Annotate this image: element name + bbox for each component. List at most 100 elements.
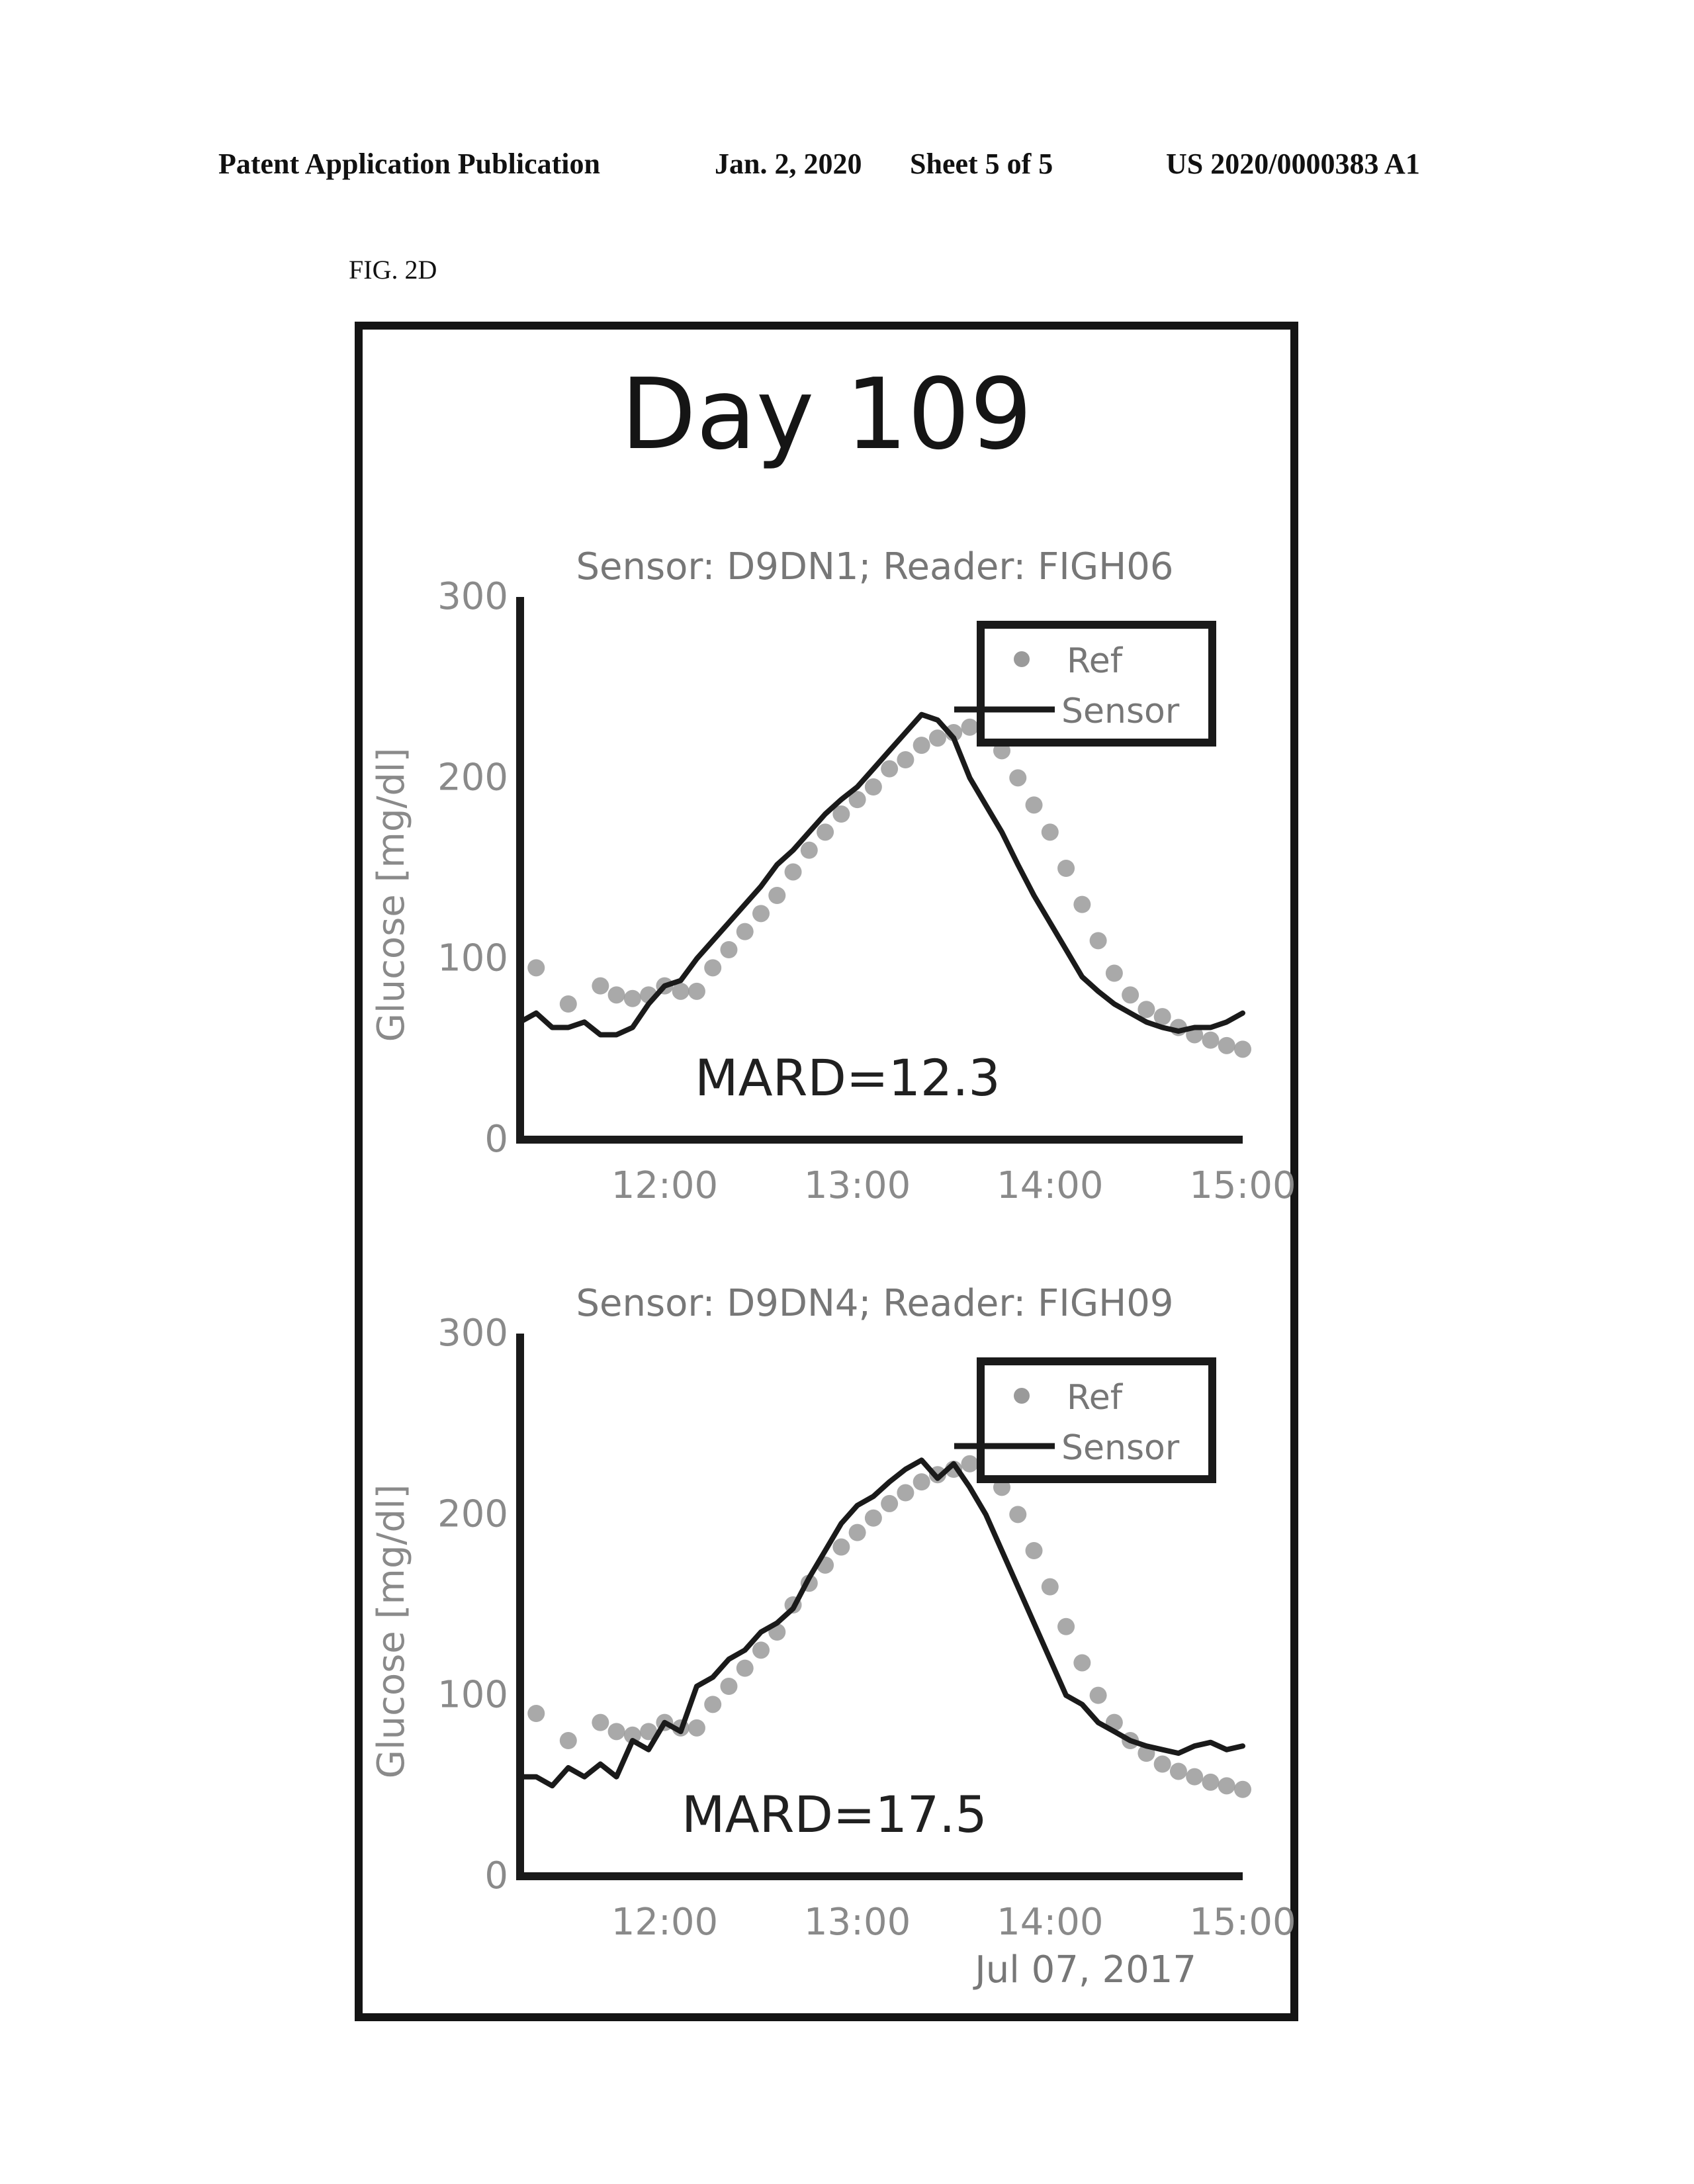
legend-ref-label-2: Ref: [1067, 1378, 1124, 1418]
ref-point-2: [832, 1538, 850, 1556]
ref-point-2: [607, 1723, 625, 1741]
y-tick-label-1: 300: [437, 575, 508, 618]
ref-point-1: [928, 729, 946, 747]
ref-point-2: [640, 1723, 658, 1741]
ref-point-1: [592, 977, 609, 995]
ref-point-1: [1057, 860, 1075, 877]
ref-point-2: [1025, 1542, 1043, 1559]
y-tick-label-2: 100: [437, 1674, 508, 1717]
header-sheet: Sheet 5 of 5: [910, 148, 1053, 180]
ref-point-2: [736, 1659, 754, 1677]
ref-point-1: [1153, 1008, 1171, 1026]
ref-point-1: [559, 995, 577, 1013]
ref-point-1: [704, 959, 722, 977]
x-tick-label-1: 15:00: [1189, 1164, 1296, 1207]
ref-point-2: [1186, 1768, 1204, 1786]
legend-ref-marker-1: [1014, 651, 1030, 667]
figure-frame: [355, 322, 1298, 2021]
figure-title: Day 109: [621, 357, 1032, 471]
ref-point-2: [1009, 1506, 1027, 1524]
ref-point-1: [800, 841, 818, 859]
ref-point-2: [1202, 1773, 1220, 1791]
ref-point-1: [1089, 932, 1107, 950]
subplot-title-1: Sensor: D9DN1; Reader: FIGH06: [576, 545, 1173, 588]
ref-point-2: [559, 1732, 577, 1749]
ref-point-2: [1057, 1617, 1075, 1635]
ref-point-1: [1073, 895, 1091, 913]
ref-point-1: [864, 778, 882, 796]
ref-point-1: [720, 941, 738, 958]
legend-box-2: [977, 1357, 1216, 1483]
ref-point-2: [704, 1696, 722, 1713]
header-publication: Patent Application Publication: [218, 148, 600, 180]
y-tick-label-1: 100: [437, 937, 508, 980]
ref-point-1: [736, 923, 754, 940]
legend-ref-marker-2: [1014, 1388, 1030, 1404]
subplot-title-2: Sensor: D9DN4; Reader: FIGH09: [576, 1282, 1173, 1325]
ref-point-1: [1025, 796, 1043, 814]
ref-point-1: [768, 887, 786, 904]
y-axis-label-2: Glucose [mg/dl]: [370, 1484, 413, 1779]
x-tick-label-1: 12:00: [611, 1164, 718, 1207]
ref-point-1: [1122, 986, 1139, 1004]
ref-point-1: [607, 986, 625, 1004]
ref-point-2: [864, 1509, 882, 1527]
y-tick-label-1: 0: [484, 1118, 508, 1161]
y-axis-label-1: Glucose [mg/dl]: [370, 748, 413, 1042]
y-tick-label-1: 200: [437, 756, 508, 799]
ref-point-1: [1041, 823, 1059, 841]
ref-point-2: [527, 1705, 545, 1722]
ref-point-1: [961, 718, 979, 736]
sensor-line-1: [517, 711, 1245, 1038]
ref-point-1: [881, 760, 899, 778]
sensor-line-2: [517, 1457, 1245, 1789]
legend-ref-label-1: Ref: [1067, 641, 1124, 681]
x-tick-label-1: 14:00: [997, 1164, 1103, 1207]
ref-point-2: [881, 1494, 899, 1512]
y-tick-label-2: 200: [437, 1492, 508, 1535]
x-tick-label-2: 15:00: [1189, 1901, 1296, 1944]
ref-point-2: [1041, 1578, 1059, 1596]
ref-point-2: [1234, 1780, 1251, 1798]
date-label: Jul 07, 2017: [973, 1948, 1196, 1991]
ref-point-2: [688, 1719, 705, 1737]
ref-point-1: [784, 863, 802, 881]
ref-point-1: [1009, 769, 1027, 787]
ref-point-2: [752, 1641, 770, 1659]
x-tick-label-2: 14:00: [997, 1901, 1103, 1944]
ref-point-1: [1137, 1001, 1155, 1019]
header-patent-number: US 2020/0000383 A1: [1166, 148, 1420, 180]
ref-point-2: [913, 1473, 930, 1491]
header-date: Jan. 2, 2020: [715, 148, 862, 180]
ref-point-1: [688, 982, 705, 1000]
ref-point-2: [623, 1726, 641, 1744]
legend-box-1: [977, 621, 1216, 747]
ref-point-1: [1202, 1031, 1220, 1049]
ref-point-2: [1169, 1762, 1187, 1780]
mard-annotation-1: MARD=12.3: [695, 1048, 1001, 1107]
ref-point-2: [848, 1524, 866, 1541]
ref-point-2: [592, 1713, 609, 1731]
ref-point-1: [752, 905, 770, 923]
ref-point-2: [897, 1484, 914, 1502]
y-tick-label-2: 300: [437, 1312, 508, 1355]
x-tick-label-2: 12:00: [611, 1901, 718, 1944]
ref-point-1: [1234, 1040, 1251, 1058]
ref-point-1: [913, 737, 930, 754]
ref-point-1: [817, 823, 834, 841]
ref-point-1: [832, 805, 850, 823]
y-tick-label-2: 0: [484, 1854, 508, 1897]
ref-point-1: [527, 959, 545, 977]
x-tick-label-2: 13:00: [804, 1901, 911, 1944]
ref-point-1: [672, 982, 690, 1000]
ref-point-1: [1218, 1036, 1235, 1054]
ref-point-2: [1218, 1777, 1235, 1795]
x-tick-label-1: 13:00: [804, 1164, 911, 1207]
legend-sensor-label-2: Sensor: [1061, 1428, 1180, 1468]
ref-point-2: [1073, 1654, 1091, 1672]
figure-label: FIG. 2D: [349, 255, 437, 285]
ref-point-1: [848, 791, 866, 809]
ref-point-1: [623, 989, 641, 1007]
ref-point-1: [897, 751, 914, 768]
